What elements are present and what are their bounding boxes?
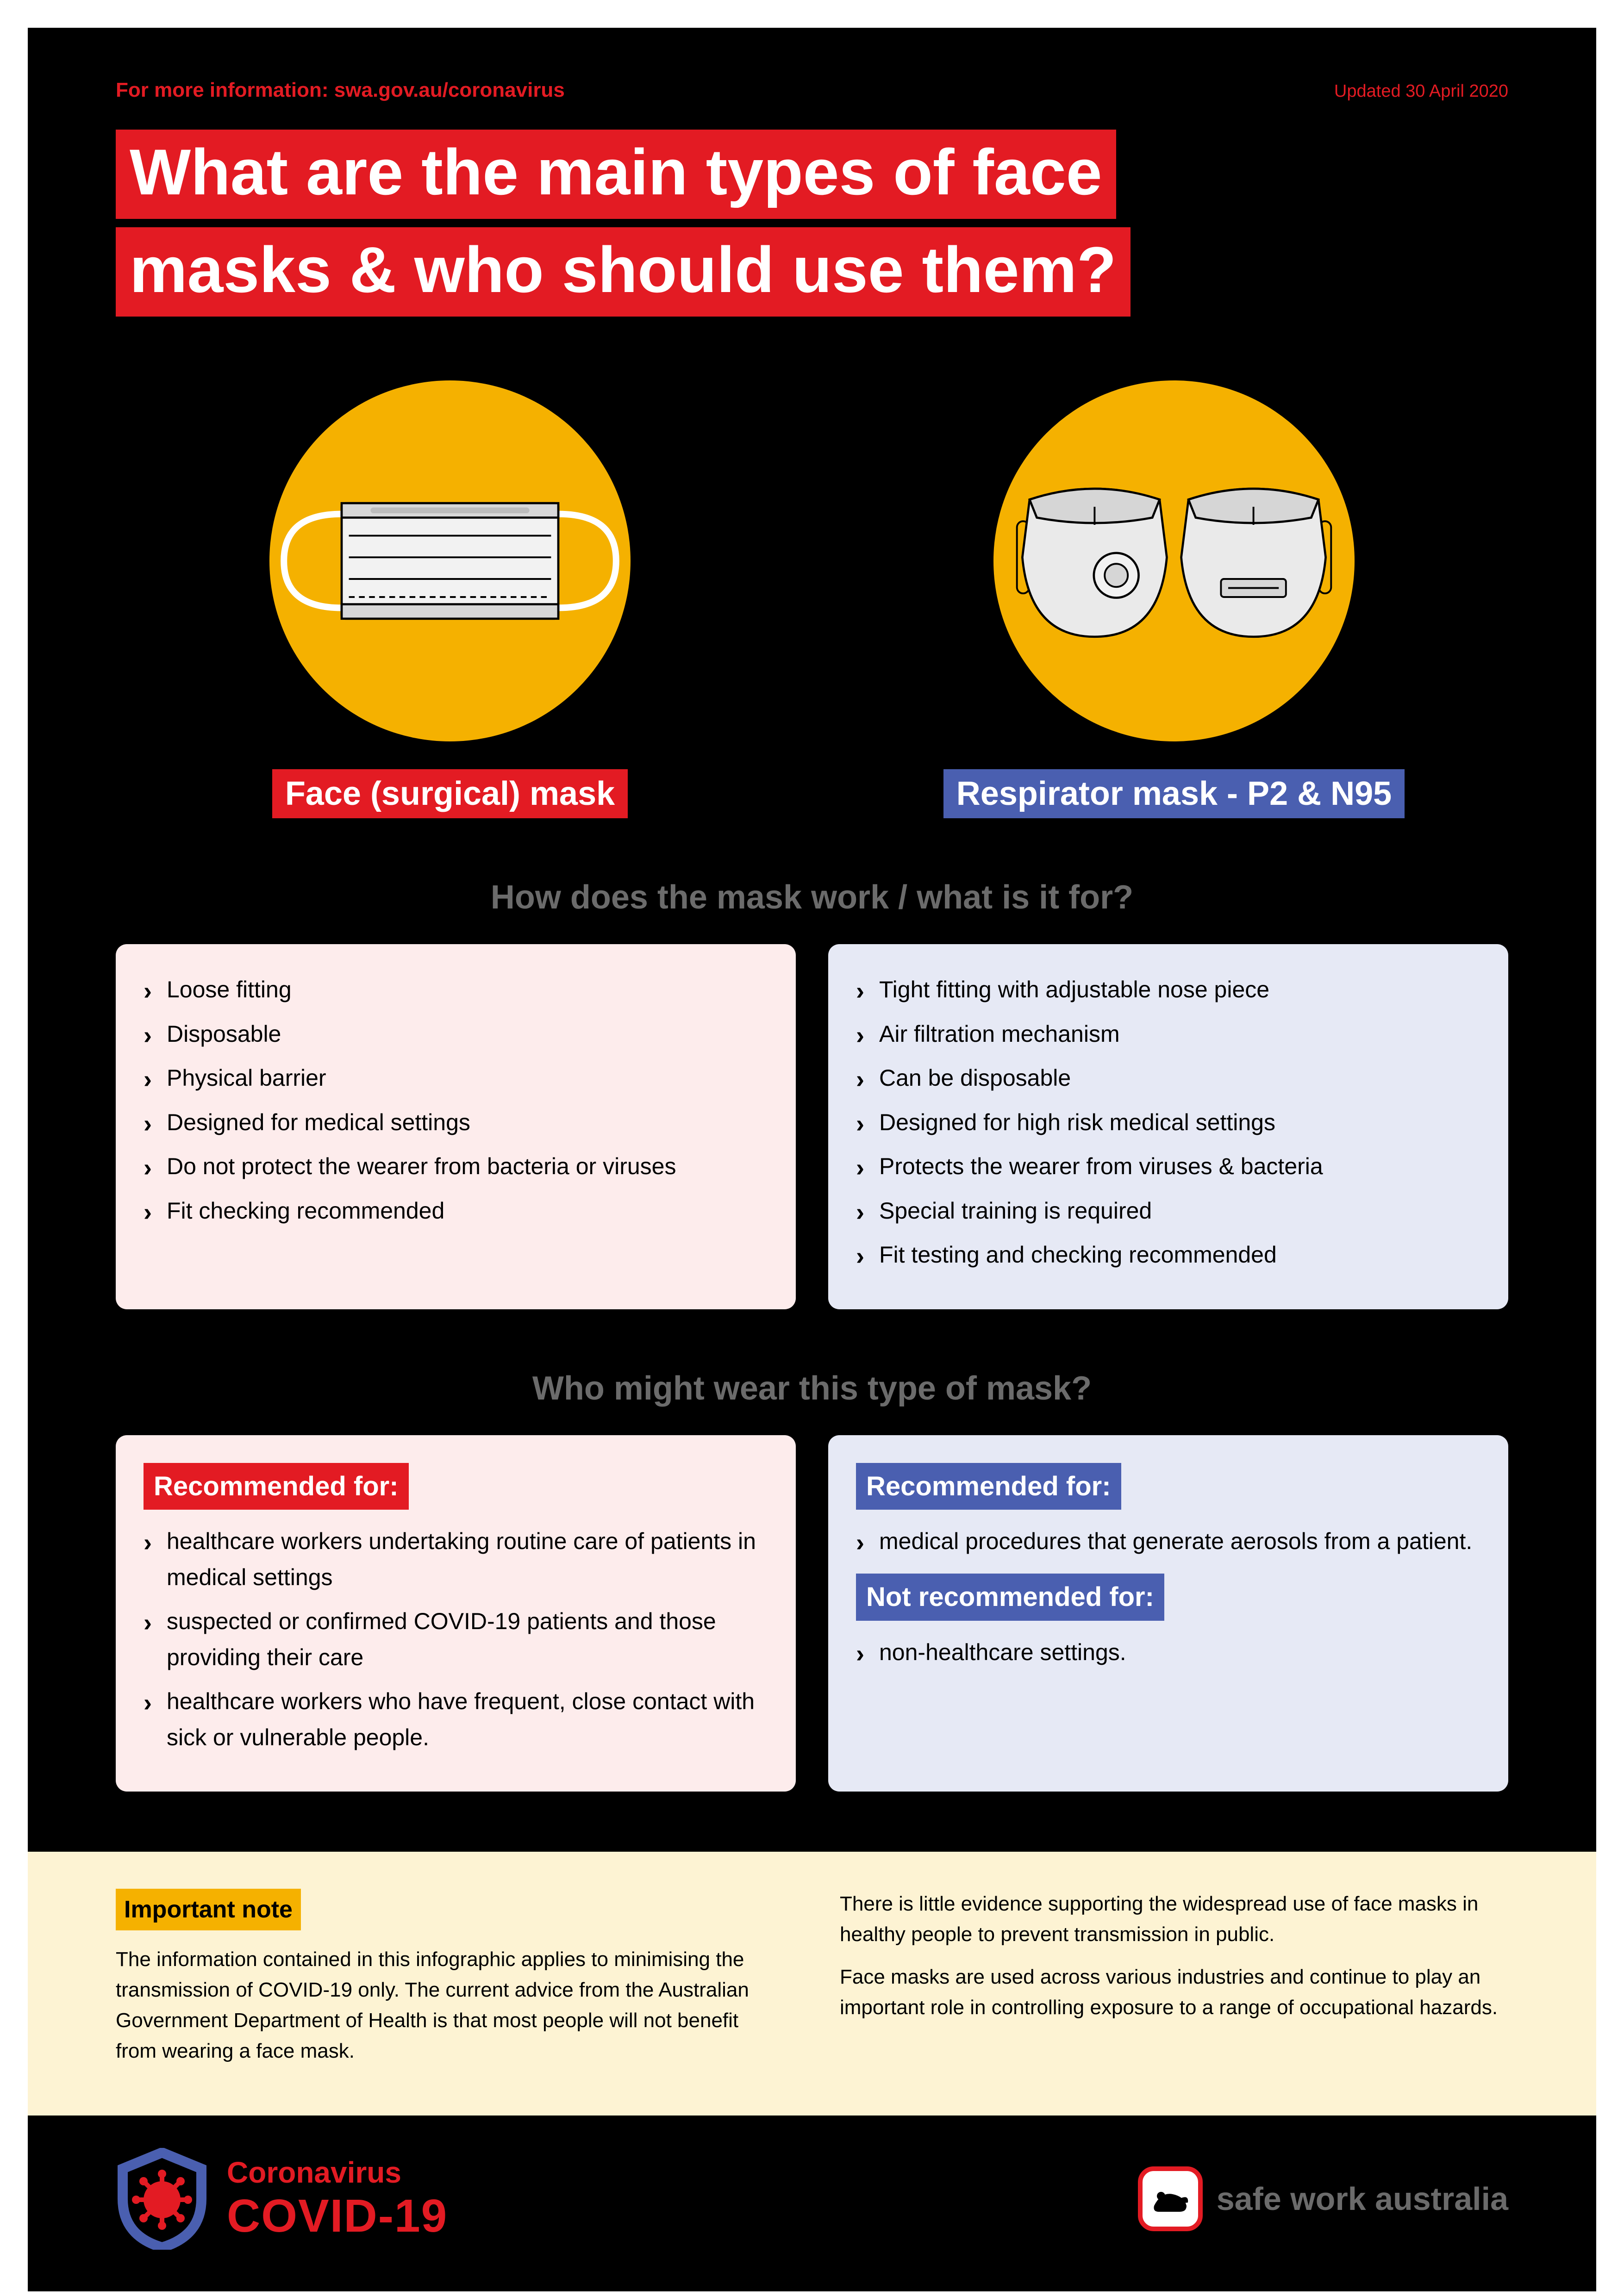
- list-item: healthcare workers undertaking routine c…: [144, 1524, 768, 1595]
- how-works-row: Loose fitting Disposable Physical barrier D…: [116, 944, 1508, 1309]
- note-left-col: Important note The information contained…: [116, 1889, 784, 2078]
- list-item: Fit checking recommended: [144, 1193, 768, 1229]
- surgical-who-card: Recommended for: healthcare workers unde…: [116, 1435, 796, 1792]
- swa-logo-icon: [1138, 2166, 1203, 2231]
- who-wears-row: Recommended for: healthcare workers unde…: [116, 1435, 1508, 1792]
- surgical-mask-icon: [269, 380, 631, 741]
- list-item: Designed for high risk medical settings: [856, 1105, 1480, 1141]
- list-item: Do not protect the wearer from bacteria …: [144, 1149, 768, 1185]
- list-item: medical procedures that generate aerosol…: [856, 1524, 1480, 1560]
- list-item: Physical barrier: [144, 1060, 768, 1096]
- list-item: suspected or confirmed COVID-19 patients…: [144, 1604, 768, 1675]
- info-link: For more information: swa.gov.au/coronav…: [116, 79, 565, 102]
- note-right-text-2: Face masks are used across various indus…: [840, 1962, 1508, 2023]
- list-item: non-healthcare settings.: [856, 1635, 1480, 1671]
- poster: For more information: swa.gov.au/coronav…: [28, 28, 1596, 2268]
- title-line-1: What are the main types of face: [116, 130, 1116, 219]
- footer: Coronavirus COVID-19 safe work australia: [28, 2116, 1596, 2291]
- list-item: Loose fitting: [144, 972, 768, 1008]
- swa-brand: safe work australia: [1138, 2166, 1508, 2231]
- respirator-notrecommended-label: Not recommended for:: [856, 1574, 1164, 1621]
- covid-brand-text: Coronavirus COVID-19: [227, 2155, 448, 2243]
- masks-row: Face (surgical) mask: [116, 380, 1508, 818]
- surgical-mask-label: Face (surgical) mask: [272, 769, 628, 818]
- surgical-recommended-list: healthcare workers undertaking routine c…: [144, 1524, 768, 1755]
- surgical-how-card: Loose fitting Disposable Physical barrier D…: [116, 944, 796, 1309]
- respirator-notrecommended-list: non-healthcare settings.: [856, 1635, 1480, 1671]
- respirator-recommended-label: Recommended for:: [856, 1463, 1121, 1510]
- list-item: Air filtration mechanism: [856, 1016, 1480, 1052]
- section2-heading: Who might wear this type of mask?: [116, 1369, 1508, 1407]
- note-right-col: There is little evidence supporting the …: [840, 1889, 1508, 2078]
- note-right-text-1: There is little evidence supporting the …: [840, 1889, 1508, 1950]
- brand-line2: COVID-19: [227, 2190, 448, 2243]
- updated-date: Updated 30 April 2020: [1334, 81, 1508, 101]
- respirator-mask-col: Respirator mask - P2 & N95: [840, 380, 1508, 818]
- list-item: Tight fitting with adjustable nose piece: [856, 972, 1480, 1008]
- swa-text: safe work australia: [1217, 2180, 1508, 2217]
- respirator-recommended-list: medical procedures that generate aerosol…: [856, 1524, 1480, 1560]
- note-left-text: The information contained in this infogr…: [116, 1944, 784, 2066]
- respirator-mask-icon: [993, 380, 1355, 741]
- shield-virus-icon: [116, 2148, 208, 2250]
- list-item: Protects the wearer from viruses & bacte…: [856, 1149, 1480, 1185]
- top-bar: For more information: swa.gov.au/coronav…: [116, 79, 1508, 102]
- respirator-mask-label: Respirator mask - P2 & N95: [943, 769, 1405, 818]
- surgical-mask-col: Face (surgical) mask: [116, 380, 784, 818]
- list-item: Disposable: [144, 1016, 768, 1052]
- respirator-how-card: Tight fitting with adjustable nose piece…: [828, 944, 1508, 1309]
- list-item: Special training is required: [856, 1193, 1480, 1229]
- brand-line1: Coronavirus: [227, 2155, 448, 2190]
- section1-heading: How does the mask work / what is it for?: [116, 878, 1508, 916]
- list-item: healthcare workers who have frequent, cl…: [144, 1684, 768, 1755]
- important-note-label: Important note: [116, 1889, 301, 1930]
- title-line-2: masks & who should use them?: [116, 227, 1131, 317]
- main-title: What are the main types of face masks & …: [116, 130, 1508, 325]
- important-note-panel: Important note The information contained…: [28, 1852, 1596, 2116]
- list-item: Can be disposable: [856, 1060, 1480, 1096]
- list-item: Designed for medical settings: [144, 1105, 768, 1141]
- surgical-recommended-label: Recommended for:: [144, 1463, 409, 1510]
- list-item: Fit testing and checking recommended: [856, 1237, 1480, 1273]
- covid-brand: Coronavirus COVID-19: [116, 2148, 448, 2250]
- respirator-who-card: Recommended for: medical procedures that…: [828, 1435, 1508, 1792]
- respirator-how-list: Tight fitting with adjustable nose piece…: [856, 972, 1480, 1273]
- surgical-how-list: Loose fitting Disposable Physical barrier D…: [144, 972, 768, 1229]
